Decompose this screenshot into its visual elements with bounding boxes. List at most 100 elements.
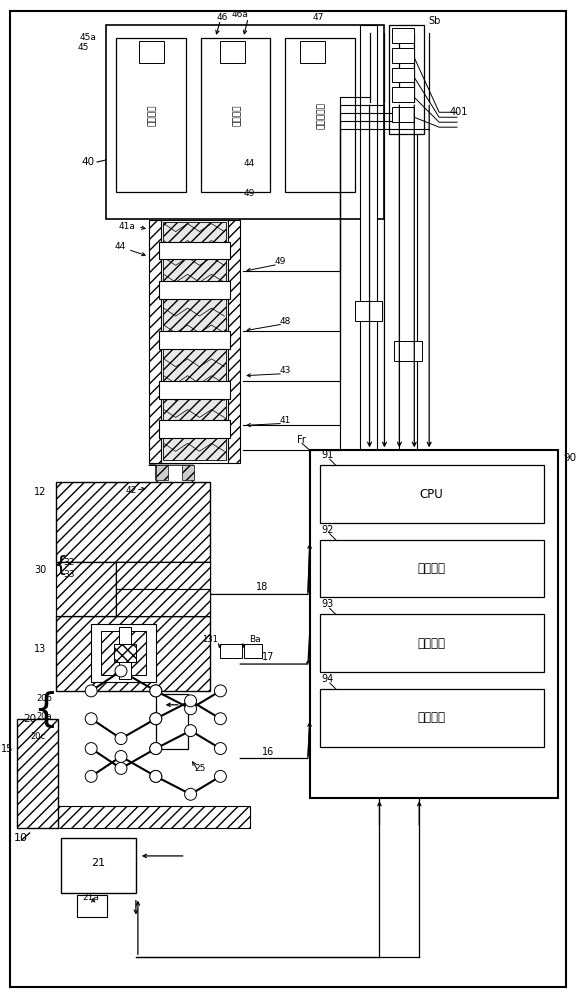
- Circle shape: [184, 703, 197, 715]
- Circle shape: [184, 725, 197, 737]
- Text: 30: 30: [34, 565, 46, 575]
- Text: 17: 17: [262, 652, 275, 662]
- Text: 输出接口: 输出接口: [417, 711, 445, 724]
- Bar: [392, 68, 414, 82]
- Text: {: {: [34, 690, 58, 728]
- Circle shape: [85, 743, 97, 755]
- Text: 输入接口: 输入接口: [417, 637, 445, 650]
- Circle shape: [184, 788, 197, 800]
- Bar: [116, 562, 210, 589]
- Bar: [300, 41, 325, 63]
- Text: 20a: 20a: [36, 712, 52, 721]
- Bar: [106, 25, 384, 219]
- Circle shape: [115, 665, 127, 677]
- Text: 32: 32: [64, 558, 75, 567]
- Text: 44: 44: [114, 242, 126, 251]
- Circle shape: [150, 743, 162, 755]
- Circle shape: [150, 770, 162, 782]
- Polygon shape: [149, 465, 194, 510]
- Circle shape: [214, 743, 227, 755]
- Text: 15: 15: [1, 744, 14, 754]
- Circle shape: [85, 685, 97, 697]
- Bar: [77, 895, 107, 917]
- Circle shape: [214, 713, 227, 725]
- Bar: [57, 482, 210, 562]
- Text: 49: 49: [275, 257, 286, 266]
- Bar: [119, 627, 131, 679]
- Bar: [149, 220, 161, 463]
- Text: 21a: 21a: [83, 893, 99, 902]
- Bar: [390, 25, 424, 134]
- Text: 41a: 41a: [119, 222, 136, 231]
- Bar: [116, 38, 186, 192]
- Text: 93: 93: [322, 599, 334, 609]
- Bar: [163, 222, 227, 460]
- Bar: [285, 38, 355, 192]
- Bar: [57, 806, 250, 828]
- Text: 45: 45: [78, 43, 89, 52]
- Text: 41: 41: [279, 416, 291, 425]
- Text: 44: 44: [243, 159, 254, 168]
- Bar: [244, 644, 262, 658]
- Bar: [399, 25, 417, 482]
- Circle shape: [85, 770, 97, 782]
- Text: 20c: 20c: [30, 732, 45, 741]
- Bar: [114, 644, 136, 662]
- Text: 13: 13: [34, 644, 46, 654]
- Bar: [392, 48, 414, 63]
- Circle shape: [150, 685, 162, 697]
- Circle shape: [115, 733, 127, 745]
- Text: 42: 42: [125, 486, 136, 495]
- Text: 计量马达: 计量马达: [149, 104, 157, 126]
- Bar: [201, 38, 270, 192]
- Text: 45a: 45a: [79, 33, 96, 42]
- Text: Ba: Ba: [249, 635, 261, 644]
- Bar: [91, 624, 156, 682]
- Bar: [220, 41, 245, 63]
- Bar: [116, 589, 210, 616]
- Text: 存储介质: 存储介质: [417, 562, 445, 575]
- Text: 43: 43: [279, 366, 291, 375]
- Bar: [394, 341, 423, 361]
- Text: 49: 49: [243, 189, 255, 198]
- Circle shape: [214, 685, 227, 697]
- Circle shape: [214, 770, 227, 782]
- Circle shape: [115, 751, 127, 762]
- Bar: [320, 540, 543, 597]
- Bar: [320, 614, 543, 672]
- Bar: [161, 220, 228, 463]
- Text: 16: 16: [262, 747, 274, 757]
- Text: 20: 20: [24, 714, 36, 724]
- Text: 92: 92: [321, 525, 334, 535]
- Bar: [159, 331, 231, 349]
- Bar: [156, 465, 168, 480]
- Text: 46: 46: [217, 13, 228, 22]
- Bar: [156, 694, 188, 749]
- Bar: [320, 465, 543, 523]
- Bar: [320, 689, 543, 747]
- Text: 注射马达: 注射马达: [233, 104, 242, 126]
- Bar: [310, 450, 558, 798]
- Bar: [57, 562, 116, 616]
- Text: 91: 91: [322, 450, 334, 460]
- Bar: [181, 465, 194, 480]
- Text: 12: 12: [34, 487, 46, 497]
- Text: 18: 18: [256, 582, 268, 592]
- Text: 401: 401: [450, 107, 468, 117]
- Text: CPU: CPU: [419, 488, 443, 501]
- Circle shape: [184, 695, 197, 707]
- Text: Fr: Fr: [298, 435, 306, 445]
- Bar: [17, 719, 58, 828]
- Bar: [159, 242, 231, 259]
- Bar: [392, 87, 414, 102]
- Circle shape: [150, 713, 162, 725]
- Circle shape: [150, 713, 162, 725]
- Text: 10: 10: [14, 833, 28, 843]
- Bar: [57, 616, 210, 691]
- Text: 131: 131: [202, 635, 218, 644]
- Bar: [228, 220, 240, 463]
- Bar: [360, 25, 377, 482]
- Text: Sb: Sb: [428, 16, 440, 26]
- Bar: [139, 41, 164, 63]
- Text: 46a: 46a: [232, 10, 249, 19]
